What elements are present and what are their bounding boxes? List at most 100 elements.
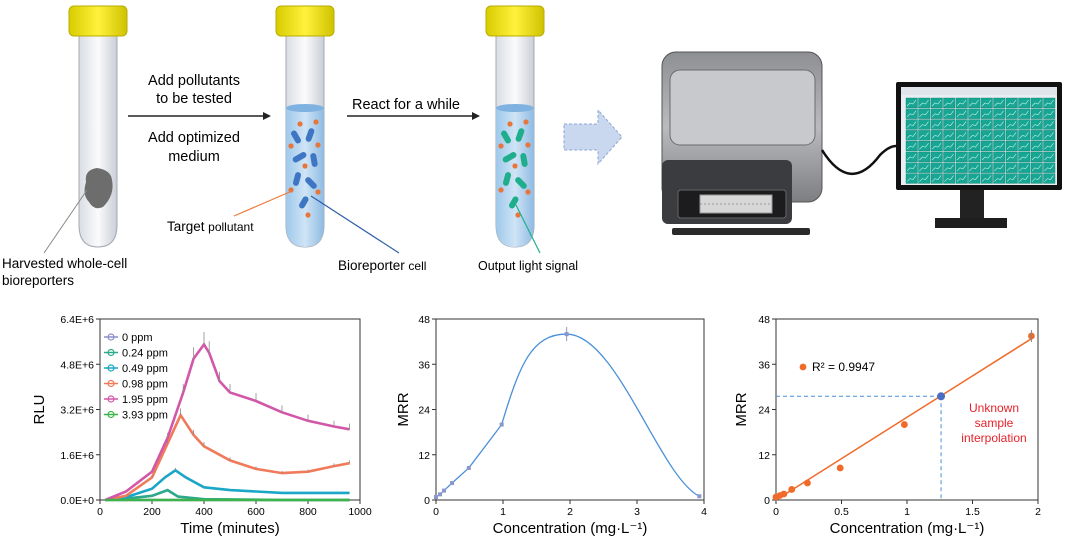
plate-well (1030, 151, 1043, 163)
plate-well (930, 151, 943, 163)
x-tick-label: 0 (97, 506, 103, 518)
monitor (896, 82, 1062, 228)
plate-well (980, 119, 993, 130)
well-trace (1019, 132, 1029, 139)
plate-well (918, 97, 931, 109)
harvest-label-2: bioreporters (2, 273, 75, 288)
plate-well (930, 119, 943, 130)
well-trace (1019, 121, 1029, 128)
plate-reader (661, 51, 823, 235)
well-trace (919, 143, 929, 150)
plate-well (905, 130, 918, 141)
data-point (434, 494, 438, 499)
well-trace (981, 164, 992, 172)
legend-marker (107, 379, 115, 388)
well-trace (994, 132, 1004, 139)
x-tick-label: 800 (299, 506, 317, 518)
step1-text-4: medium (168, 149, 220, 165)
plate-well (1030, 130, 1043, 141)
x-tick-label: 4 (701, 506, 707, 518)
well-trace (956, 175, 967, 182)
plate-well (1030, 108, 1043, 119)
well-trace (969, 132, 979, 139)
well-trace (969, 153, 979, 161)
cable (820, 144, 906, 175)
well-trace (994, 164, 1004, 172)
well-trace (1006, 175, 1017, 182)
well-trace (1019, 99, 1029, 107)
step2-text: React for a while (352, 97, 460, 113)
x-tick-label: 2 (1035, 506, 1041, 518)
plate-well (905, 140, 918, 152)
plate-well (993, 97, 1006, 109)
well-trace (994, 110, 1004, 118)
x-tick-label: 2 (567, 506, 573, 518)
well-trace (1044, 121, 1054, 128)
data-point (697, 494, 702, 499)
plate-well (1005, 151, 1018, 163)
well-trace (919, 175, 929, 182)
step1-text-1: Add pollutants (148, 73, 240, 89)
well-trace (1006, 110, 1017, 118)
plate-well (930, 97, 943, 109)
well-trace (931, 99, 942, 107)
plate-well (1018, 173, 1031, 184)
x-tick-label: 0 (433, 506, 439, 518)
plate-well (968, 119, 981, 130)
plate-well (1018, 108, 1031, 119)
well-trace (1019, 164, 1029, 172)
well-trace (1031, 99, 1042, 107)
plate-well (1005, 108, 1018, 119)
plate-well (993, 162, 1006, 173)
well-trace (994, 153, 1004, 161)
plate-well (905, 162, 918, 173)
well-trace (906, 175, 917, 182)
well-trace (956, 153, 967, 161)
legend-label: 0.98 ppm (122, 379, 168, 391)
tube-cap (275, 5, 335, 37)
plate-well (1043, 97, 1056, 109)
plate-well (930, 130, 943, 141)
callout-text: Unknown (969, 401, 1019, 415)
well-trace (956, 132, 967, 139)
block-arrow (563, 108, 623, 166)
callout-text: interpolation (961, 431, 1026, 445)
plate-well (980, 162, 993, 173)
plate-well (993, 151, 1006, 163)
well-trace (994, 175, 1004, 182)
plate-well (1005, 173, 1018, 184)
legend-marker (107, 364, 115, 372)
x-tick-label: 3 (634, 506, 640, 518)
y-axis-title: RLU (31, 394, 48, 424)
well-trace (919, 99, 929, 107)
x-axis-title: Concentration (mg·L⁻¹) (493, 520, 648, 537)
plate-well (993, 108, 1006, 119)
well-trace (1019, 143, 1029, 150)
y-tick-label: 48 (418, 314, 430, 326)
well-trace (931, 132, 942, 139)
plate-well (980, 140, 993, 152)
r-squared-label: R² = 0.9947 (812, 360, 875, 374)
rlu-chart: 0 200 400 600 800 1000 0.0E+0 1.6E+6 3.2E+6 4.8E+… (31, 314, 372, 537)
plate-well (968, 97, 981, 109)
well-trace (1006, 143, 1017, 150)
x-tick-label: 200 (143, 506, 161, 518)
plate-well (1043, 151, 1056, 163)
well-trace (1031, 121, 1042, 128)
plate-well (918, 130, 931, 141)
well-trace (956, 164, 967, 172)
plate-well (1030, 140, 1043, 152)
well-trace (1031, 110, 1042, 118)
target-pollutant-label: Target pollutant (167, 219, 254, 234)
plate-well (968, 140, 981, 152)
plate-well (930, 173, 943, 184)
bioreporter-label: Bioreporter cell (338, 258, 427, 273)
well-trace (1031, 153, 1042, 161)
well-trace (1006, 153, 1017, 161)
data-point (780, 490, 788, 498)
well-trace (1044, 153, 1054, 161)
plate-well (943, 108, 956, 119)
well-trace (919, 110, 929, 118)
well-trace (1031, 164, 1042, 172)
well-trace (956, 121, 967, 128)
